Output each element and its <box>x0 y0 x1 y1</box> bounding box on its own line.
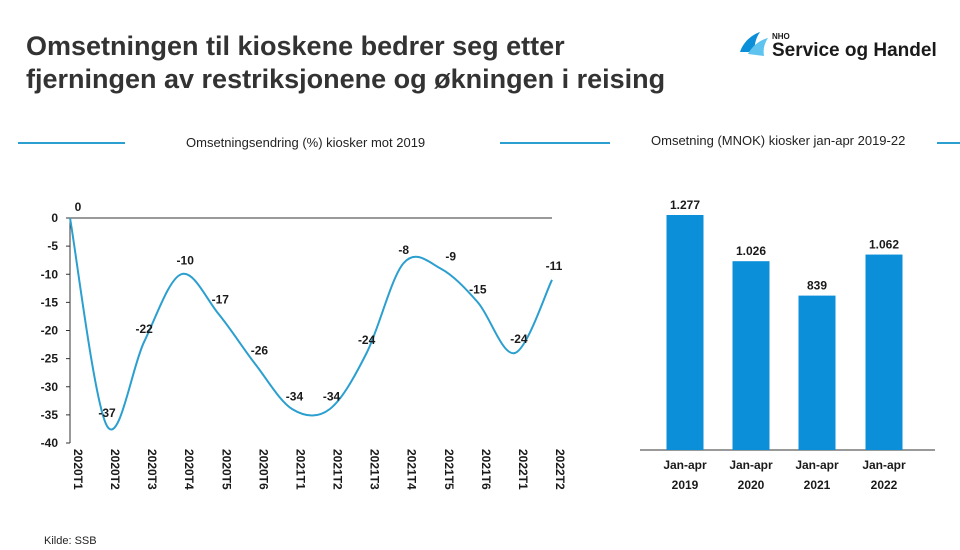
page-title: Omsetningen til kioskene bedrer seg ette… <box>26 30 726 96</box>
bar-chart-title: Omsetning (MNOK) kiosker jan-apr 2019-22 <box>651 133 906 148</box>
y-tick-label: 0 <box>51 211 58 225</box>
data-label: -24 <box>358 333 376 347</box>
x-tick-label: 2022T2 <box>553 449 567 490</box>
series-line <box>69 217 553 431</box>
line-chart: 0 -5 -10 -15 -20 -25 -30 -35 -40 2020T1 2020T2 2020… <box>41 200 567 490</box>
x-tick-label: 2020T5 <box>219 449 233 490</box>
x-tick-label: 2021T5 <box>442 449 456 490</box>
y-tick-label: -15 <box>41 295 59 309</box>
source-note: Kilde: SSB <box>44 535 97 547</box>
bar-category-year: 2022 <box>871 478 898 492</box>
data-label: -8 <box>398 243 409 257</box>
bar-chart: 1.277 Jan-apr 2019 1.026 Jan-apr 2020 839 Jan-a… <box>640 198 935 492</box>
bar <box>798 295 836 450</box>
section-line-right <box>937 142 960 144</box>
bar-category-label: Jan-apr <box>862 458 906 472</box>
bar <box>865 254 903 450</box>
logo-brand-text: Service og Handel <box>772 40 937 61</box>
x-tick-label: 2020T6 <box>256 449 270 490</box>
x-tick-label: 2020T2 <box>108 449 122 490</box>
y-tick-label: -30 <box>41 380 59 394</box>
data-label: -15 <box>469 282 487 296</box>
data-label: -22 <box>135 322 153 336</box>
x-tick-label: 2021T6 <box>479 449 493 490</box>
section-line-left-1 <box>18 142 125 144</box>
line-chart-title: Omsetningsendring (%) kiosker mot 2019 <box>186 135 426 150</box>
x-tick-label: 2021T4 <box>405 449 419 490</box>
x-tick-label: 2021T2 <box>331 449 345 490</box>
bar-value-label: 839 <box>807 279 827 293</box>
bar <box>732 261 770 450</box>
x-tick-label: 2021T3 <box>368 449 382 490</box>
x-tick-label: 2020T3 <box>145 449 159 490</box>
x-tick-label: 2020T4 <box>182 449 196 490</box>
bar-value-label: 1.062 <box>869 238 899 252</box>
bar-category-label: Jan-apr <box>795 458 839 472</box>
y-tick-label: -20 <box>41 324 59 338</box>
data-label: -11 <box>546 259 563 273</box>
data-label: -37 <box>98 406 116 420</box>
data-label: 0 <box>75 200 82 214</box>
y-tick-label: -5 <box>47 239 58 253</box>
data-label: -34 <box>286 389 304 403</box>
title-line-2: fjerningen av restriksjonene og økningen… <box>26 64 666 94</box>
x-tick-label: 2022T1 <box>516 449 530 490</box>
bar-category-label: Jan-apr <box>663 458 707 472</box>
bar-category-label: Jan-apr <box>729 458 773 472</box>
logo-small-text: NHO <box>772 32 790 41</box>
y-tick-label: -40 <box>41 436 59 450</box>
data-label: -10 <box>177 253 195 267</box>
nho-logo: NHO Service og Handel <box>738 30 938 64</box>
y-tick-label: -25 <box>41 352 59 366</box>
logo-icon <box>740 32 768 56</box>
x-tick-label: 2020T1 <box>71 449 85 490</box>
bar-category-year: 2019 <box>672 478 699 492</box>
data-label: -26 <box>251 343 269 357</box>
data-label: -24 <box>510 332 528 346</box>
bar-category-year: 2020 <box>738 478 765 492</box>
bar-value-label: 1.277 <box>670 198 700 212</box>
bar <box>666 215 704 450</box>
x-tick-label: 2021T1 <box>293 449 307 490</box>
bar-value-label: 1.026 <box>736 244 766 258</box>
data-label: -34 <box>323 389 341 403</box>
data-label: -9 <box>445 250 456 264</box>
title-line-1: Omsetningen til kioskene bedrer seg ette… <box>26 31 565 61</box>
y-tick-label: -10 <box>41 267 59 281</box>
bar-category-year: 2021 <box>804 478 831 492</box>
y-tick-label: -35 <box>41 408 59 422</box>
section-line-left-2 <box>500 142 610 144</box>
data-label: -17 <box>212 293 230 307</box>
